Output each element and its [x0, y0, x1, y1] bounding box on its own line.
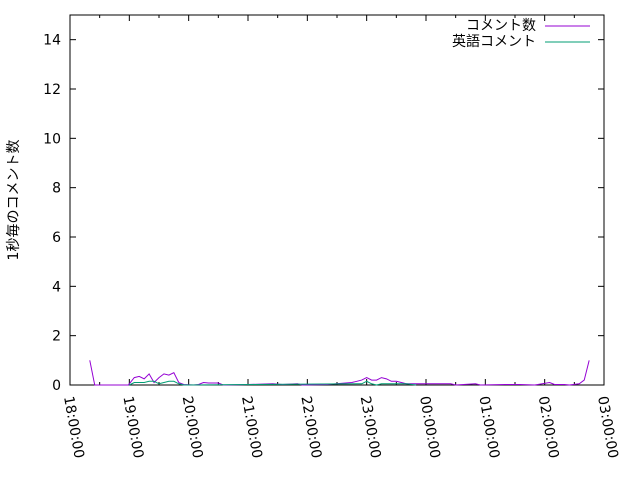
y-tick-label: 12 — [43, 82, 61, 98]
legend-label-comments: コメント数 — [466, 18, 536, 34]
y-tick-label: 4 — [52, 279, 61, 295]
x-tick-label: 19:00:00 — [119, 395, 146, 460]
x-tick-label: 00:00:00 — [416, 395, 443, 460]
x-tick-label: 02:00:00 — [535, 395, 562, 460]
y-tick-label: 10 — [43, 131, 61, 147]
x-tick-label: 18:00:00 — [60, 395, 87, 460]
x-tick-label: 20:00:00 — [179, 395, 206, 460]
plot-border — [69, 14, 605, 386]
y-tick-label: 2 — [52, 329, 61, 345]
y-tick-label: 14 — [43, 33, 61, 49]
x-tick-label: 03:00:00 — [594, 395, 621, 460]
y-axis-label: 1秒毎のコメント数 — [6, 140, 22, 261]
y-tick-label: 8 — [52, 181, 61, 197]
y-tick-label: 0 — [52, 378, 61, 394]
series-line-1 — [129, 380, 417, 386]
x-tick-label: 21:00:00 — [238, 395, 265, 460]
legend-label-english-comments: 英語コメント — [452, 33, 536, 50]
series-line-0 — [89, 360, 590, 386]
plot-area: 0 2 4 6 8 10 12 14 18:00:00 19:00:00 20:00:00 21:00… — [43, 14, 621, 460]
x-tick-label: 01:00:00 — [475, 395, 502, 460]
x-tick-label: 23:00:00 — [357, 395, 384, 460]
legend: コメント数 英語コメント — [452, 18, 590, 50]
x-tick-label: 22:00:00 — [297, 395, 324, 460]
y-tick-label: 6 — [52, 230, 61, 246]
